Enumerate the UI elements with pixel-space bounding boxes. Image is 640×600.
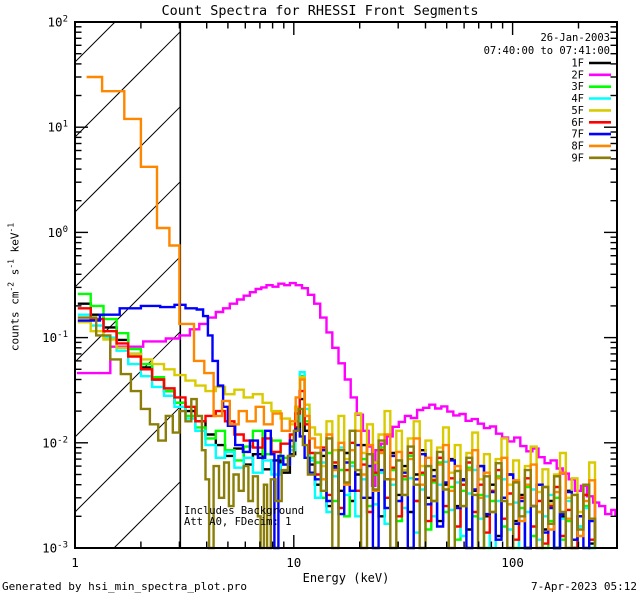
y-axis-label: counts cm-2 s-1 keV-1 [6, 222, 22, 352]
legend-item-7F: 7F [571, 129, 611, 141]
svg-text:7F: 7F [571, 129, 584, 141]
footer-render-datetime: 7-Apr-2023 05:12 [531, 580, 637, 593]
svg-text:4F: 4F [571, 93, 584, 105]
svg-text:100: 100 [501, 555, 524, 570]
series-path-9F [77, 316, 597, 550]
chart-title: Count Spectra for RHESSI Front Segments [161, 3, 479, 19]
svg-text:1F: 1F [571, 58, 584, 70]
series-path-6F [77, 307, 597, 550]
series-path-3F [77, 292, 597, 550]
svg-text:100: 100 [48, 225, 68, 240]
obs-time-range: 07:40:00 to 07:41:00 [483, 45, 610, 57]
hatch-region [74, 21, 182, 549]
legend-item-6F: 6F [571, 117, 611, 129]
svg-text:6F: 6F [571, 117, 584, 129]
obs-date: 26-Jan-2003 [540, 32, 610, 44]
svg-text:8F: 8F [571, 140, 584, 152]
annotation-includes-background: Includes Background [184, 505, 305, 517]
axis-ticks [74, 21, 618, 549]
legend-item-8F: 8F [571, 140, 611, 152]
legend-item-4F: 4F [571, 93, 611, 105]
legend-item-5F: 5F [571, 105, 611, 117]
plot-frame [74, 21, 618, 549]
legend-item-9F: 9F [571, 152, 611, 164]
series-path-2F [76, 281, 617, 517]
svg-text:10-3: 10-3 [42, 541, 68, 556]
svg-text:2F: 2F [571, 69, 584, 81]
x-axis-label: Energy (keV) [302, 571, 390, 585]
svg-text:10-1: 10-1 [42, 330, 68, 345]
svg-text:10-2: 10-2 [42, 435, 68, 450]
svg-text:5F: 5F [571, 105, 584, 117]
spectra-series [76, 75, 617, 550]
svg-text:3F: 3F [571, 81, 584, 93]
svg-text:102: 102 [48, 15, 68, 30]
legend-item-1F: 1F [571, 58, 611, 70]
footer-generator-credit: Generated by hsi_min_spectra_plot.pro [2, 580, 248, 593]
svg-text:101: 101 [48, 120, 68, 135]
legend-item-2F: 2F [571, 69, 611, 81]
svg-text:1: 1 [71, 555, 79, 570]
series-path-8F [86, 75, 597, 538]
legend-item-3F: 3F [571, 81, 611, 93]
annotation-attenuator-state: Att A0, FDecim: 1 [184, 516, 292, 528]
svg-text:10: 10 [286, 555, 301, 570]
svg-text:9F: 9F [571, 152, 584, 164]
